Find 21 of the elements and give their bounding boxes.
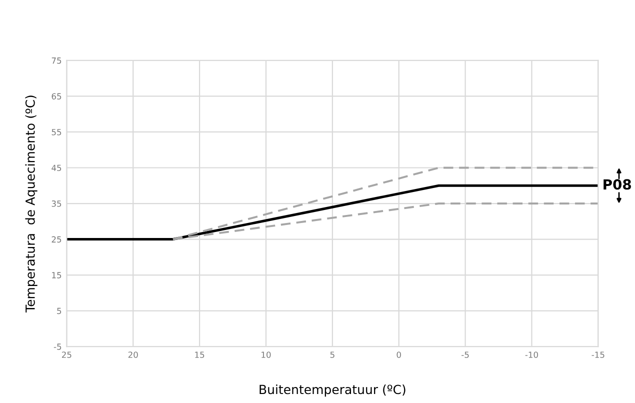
y-axis-title: Temperatura de Aquecimento (ºC) <box>25 96 38 312</box>
y-tick-label: 15 <box>52 272 62 278</box>
y-tick-label: 25 <box>52 236 62 243</box>
x-tick-label: 25 <box>62 352 72 358</box>
x-axis-title: Buitentemperatuur (ºC) <box>260 384 406 397</box>
x-tick-label: 0 <box>396 352 401 358</box>
x-tick-label: 5 <box>330 352 334 358</box>
x-tick-label: -10 <box>525 352 538 358</box>
x-tick-label: 10 <box>262 352 271 358</box>
y-tick-label: 35 <box>52 200 62 207</box>
y-tick-label: 65 <box>52 93 62 100</box>
x-tick-label: -15 <box>592 352 604 358</box>
y-tick-label: 55 <box>52 129 62 136</box>
annotation: P08 <box>604 179 631 190</box>
y-tick-label: 45 <box>52 164 62 172</box>
x-tick-label: 15 <box>195 352 204 358</box>
y-tick-label: -5 <box>54 344 62 350</box>
y-tick-label: 75 <box>52 58 62 64</box>
x-tick-label: -5 <box>462 352 469 358</box>
y-tick-label: 5 <box>57 308 62 314</box>
x-tick-label: 20 <box>128 352 138 358</box>
